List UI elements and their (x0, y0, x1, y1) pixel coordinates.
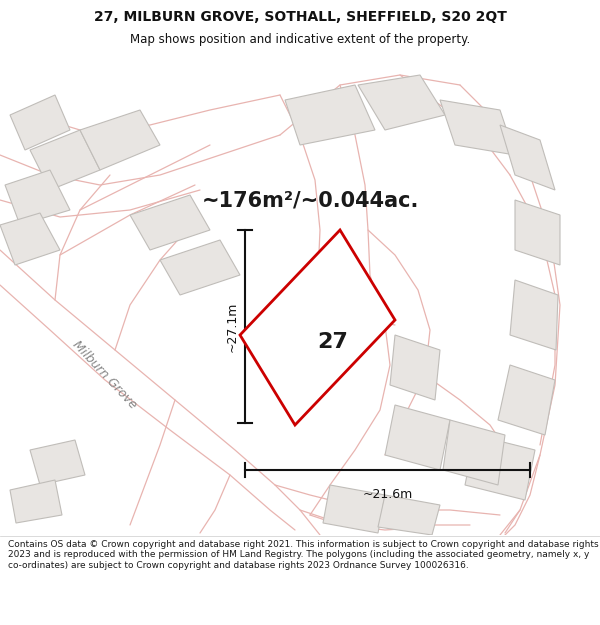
Polygon shape (240, 230, 395, 425)
Polygon shape (30, 130, 100, 190)
Polygon shape (30, 440, 85, 485)
Polygon shape (498, 365, 555, 435)
Text: Milburn Grove: Milburn Grove (70, 338, 140, 412)
Polygon shape (10, 480, 62, 523)
Polygon shape (443, 420, 505, 485)
Polygon shape (160, 240, 240, 295)
Text: ~27.1m: ~27.1m (226, 301, 239, 352)
Polygon shape (285, 85, 375, 145)
Polygon shape (510, 280, 558, 350)
Polygon shape (515, 200, 560, 265)
Text: ~21.6m: ~21.6m (362, 488, 413, 501)
Polygon shape (0, 213, 60, 265)
Text: Map shows position and indicative extent of the property.: Map shows position and indicative extent… (130, 32, 470, 46)
Polygon shape (80, 110, 160, 170)
Text: Contains OS data © Crown copyright and database right 2021. This information is : Contains OS data © Crown copyright and d… (8, 540, 599, 570)
Polygon shape (378, 495, 440, 535)
Polygon shape (323, 485, 385, 533)
Polygon shape (5, 170, 70, 225)
Polygon shape (358, 75, 445, 130)
Polygon shape (500, 125, 555, 190)
Polygon shape (10, 95, 70, 150)
Text: 27: 27 (317, 332, 348, 352)
Polygon shape (130, 195, 210, 250)
Polygon shape (465, 435, 535, 500)
Polygon shape (390, 335, 440, 400)
Polygon shape (440, 100, 515, 155)
Text: ~176m²/~0.044ac.: ~176m²/~0.044ac. (202, 190, 419, 210)
Polygon shape (385, 405, 450, 470)
Text: 27, MILBURN GROVE, SOTHALL, SHEFFIELD, S20 2QT: 27, MILBURN GROVE, SOTHALL, SHEFFIELD, S… (94, 10, 506, 24)
